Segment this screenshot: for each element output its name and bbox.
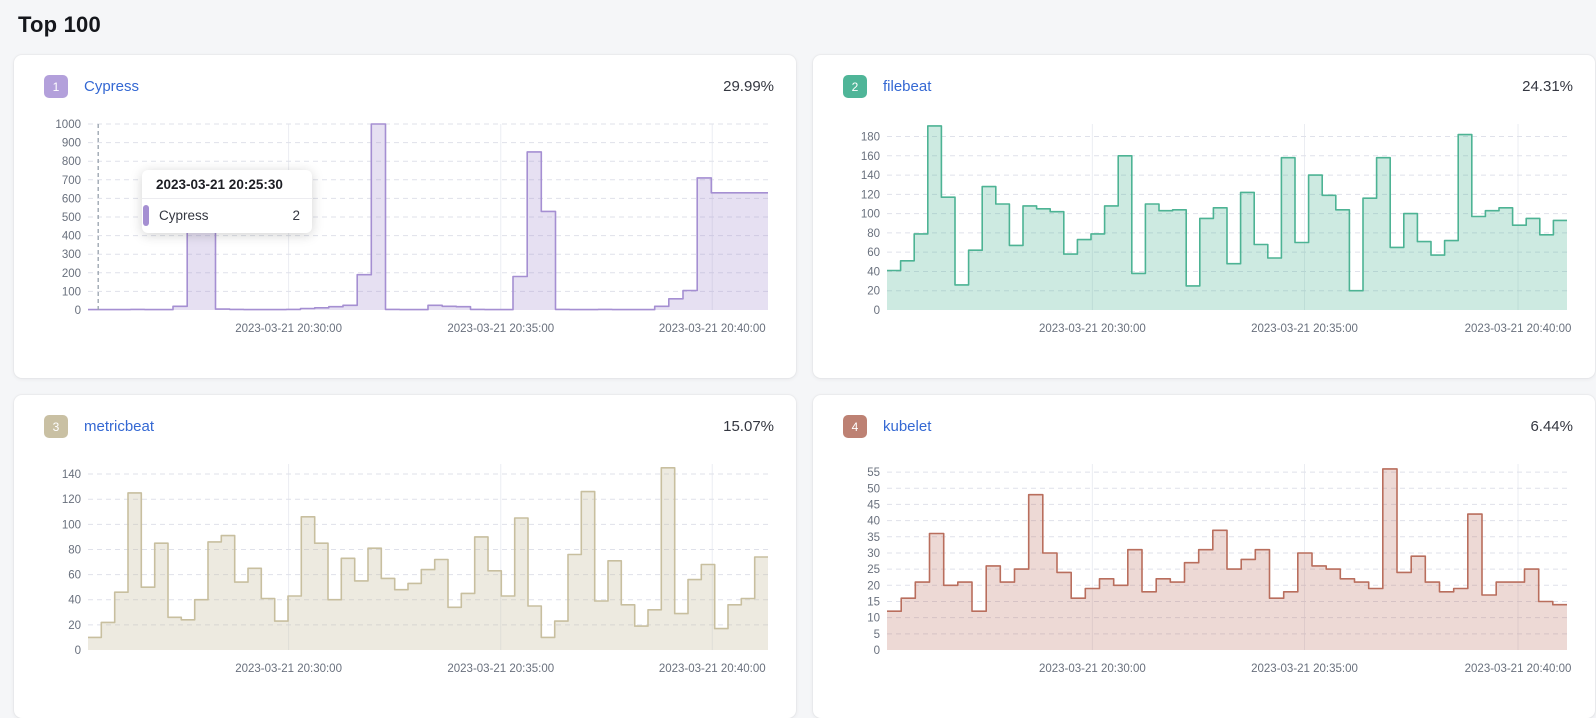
svg-text:120: 120 xyxy=(861,189,880,201)
svg-text:40: 40 xyxy=(68,595,81,607)
rank-badge: 4 xyxy=(843,415,867,438)
svg-text:160: 160 xyxy=(861,151,880,163)
svg-text:200: 200 xyxy=(62,268,81,280)
svg-text:55: 55 xyxy=(867,467,880,479)
chart-filebeat: 2023-03-21 20:30:00 2023-03-21 20:35:00 20… xyxy=(829,110,1573,344)
step-area-chart[interactable]: 2023-03-21 20:30:00 2023-03-21 20:35:00 20… xyxy=(30,110,774,344)
chart-cypress: 2023-03-21 20:30:00 2023-03-21 20:35:00 20… xyxy=(30,110,774,344)
step-area-chart[interactable]: 2023-03-21 20:30:00 2023-03-21 20:35:00 20… xyxy=(829,110,1573,344)
card-header: 1 Cypress 29.99% xyxy=(30,75,774,98)
svg-text:0: 0 xyxy=(75,645,81,657)
percent-value: 15.07% xyxy=(723,418,774,435)
svg-text:120: 120 xyxy=(62,494,81,506)
page-title: Top 100 xyxy=(18,12,101,37)
svg-text:2023-03-21 20:30:00: 2023-03-21 20:30:00 xyxy=(1039,323,1146,335)
svg-text:60: 60 xyxy=(68,570,81,582)
percent-value: 29.99% xyxy=(723,78,774,95)
svg-text:80: 80 xyxy=(68,544,81,556)
svg-text:400: 400 xyxy=(62,231,81,243)
svg-text:2023-03-21 20:40:00: 2023-03-21 20:40:00 xyxy=(659,663,766,675)
rank-badge: 3 xyxy=(44,415,68,438)
svg-text:180: 180 xyxy=(861,132,880,144)
dashboard-grid: 1 Cypress 29.99% 2023-03-21 20:30:00 2023… xyxy=(0,38,1596,718)
svg-text:0: 0 xyxy=(874,305,880,317)
svg-text:30: 30 xyxy=(867,548,880,560)
svg-text:20: 20 xyxy=(68,620,81,632)
svg-text:100: 100 xyxy=(62,286,81,298)
svg-text:2023-03-21 20:40:00: 2023-03-21 20:40:00 xyxy=(1465,323,1572,335)
svg-text:300: 300 xyxy=(62,249,81,261)
svg-text:40: 40 xyxy=(867,266,880,278)
rank-badge: 1 xyxy=(44,75,68,98)
svg-text:50: 50 xyxy=(867,483,880,495)
card-metricbeat: 3 metricbeat 15.07% 2023-03-21 20:30:00 2… xyxy=(14,395,796,718)
svg-text:5: 5 xyxy=(874,629,880,641)
svg-text:700: 700 xyxy=(62,175,81,187)
svg-text:140: 140 xyxy=(861,170,880,182)
card-header: 3 metricbeat 15.07% xyxy=(30,415,774,438)
svg-text:600: 600 xyxy=(62,193,81,205)
svg-text:25: 25 xyxy=(867,564,880,576)
card-header: 2 filebeat 24.31% xyxy=(829,75,1573,98)
step-area-chart[interactable]: 2023-03-21 20:30:00 2023-03-21 20:35:00 20… xyxy=(829,450,1573,684)
svg-text:0: 0 xyxy=(75,305,81,317)
svg-text:2023-03-21 20:30:00: 2023-03-21 20:30:00 xyxy=(1039,663,1146,675)
series-color-marker xyxy=(143,205,149,226)
chart-kubelet: 2023-03-21 20:30:00 2023-03-21 20:35:00 20… xyxy=(829,450,1573,684)
svg-text:2023-03-21 20:40:00: 2023-03-21 20:40:00 xyxy=(1465,663,1572,675)
series-link-filebeat[interactable]: filebeat xyxy=(883,78,932,95)
card-filebeat: 2 filebeat 24.31% 2023-03-21 20:30:00 202… xyxy=(813,55,1595,378)
svg-text:2023-03-21 20:40:00: 2023-03-21 20:40:00 xyxy=(659,323,766,335)
series-link-kubelet[interactable]: kubelet xyxy=(883,418,932,435)
svg-text:2023-03-21 20:35:00: 2023-03-21 20:35:00 xyxy=(447,663,554,675)
series-link-metricbeat[interactable]: metricbeat xyxy=(84,418,155,435)
svg-text:900: 900 xyxy=(62,138,81,150)
tooltip-series-value: 2 xyxy=(292,208,300,223)
percent-value: 6.44% xyxy=(1530,418,1573,435)
svg-text:2023-03-21 20:30:00: 2023-03-21 20:30:00 xyxy=(235,323,342,335)
svg-text:45: 45 xyxy=(867,499,880,511)
chart-metricbeat: 2023-03-21 20:30:00 2023-03-21 20:35:00 20… xyxy=(30,450,774,684)
svg-text:2023-03-21 20:35:00: 2023-03-21 20:35:00 xyxy=(1251,323,1358,335)
svg-text:140: 140 xyxy=(62,469,81,481)
svg-text:60: 60 xyxy=(867,247,880,259)
svg-text:100: 100 xyxy=(62,519,81,531)
svg-text:15: 15 xyxy=(867,596,880,608)
step-area-chart[interactable]: 2023-03-21 20:30:00 2023-03-21 20:35:00 20… xyxy=(30,450,774,684)
svg-text:100: 100 xyxy=(861,209,880,221)
card-header: 4 kubelet 6.44% xyxy=(829,415,1573,438)
svg-text:10: 10 xyxy=(867,613,880,625)
svg-text:800: 800 xyxy=(62,156,81,168)
svg-text:35: 35 xyxy=(867,532,880,544)
svg-text:20: 20 xyxy=(867,286,880,298)
card-cypress: 1 Cypress 29.99% 2023-03-21 20:30:00 2023… xyxy=(14,55,796,378)
percent-value: 24.31% xyxy=(1522,78,1573,95)
svg-text:2023-03-21 20:35:00: 2023-03-21 20:35:00 xyxy=(447,323,554,335)
series-link-cypress[interactable]: Cypress xyxy=(84,78,140,95)
svg-text:80: 80 xyxy=(867,228,880,240)
tooltip-row: Cypress 2 xyxy=(142,199,312,233)
svg-text:2023-03-21 20:30:00: 2023-03-21 20:30:00 xyxy=(235,663,342,675)
tooltip-timestamp: 2023-03-21 20:25:30 xyxy=(142,170,312,199)
tooltip-series-name: Cypress xyxy=(159,208,209,223)
svg-text:1000: 1000 xyxy=(55,119,81,131)
svg-text:500: 500 xyxy=(62,212,81,224)
svg-text:0: 0 xyxy=(874,645,880,657)
rank-badge: 2 xyxy=(843,75,867,98)
svg-text:40: 40 xyxy=(867,516,880,528)
card-kubelet: 4 kubelet 6.44% 2023-03-21 20:30:00 2023-… xyxy=(813,395,1595,718)
svg-text:2023-03-21 20:35:00: 2023-03-21 20:35:00 xyxy=(1251,663,1358,675)
svg-text:20: 20 xyxy=(867,580,880,592)
chart-tooltip: 2023-03-21 20:25:30 Cypress 2 xyxy=(142,170,312,233)
